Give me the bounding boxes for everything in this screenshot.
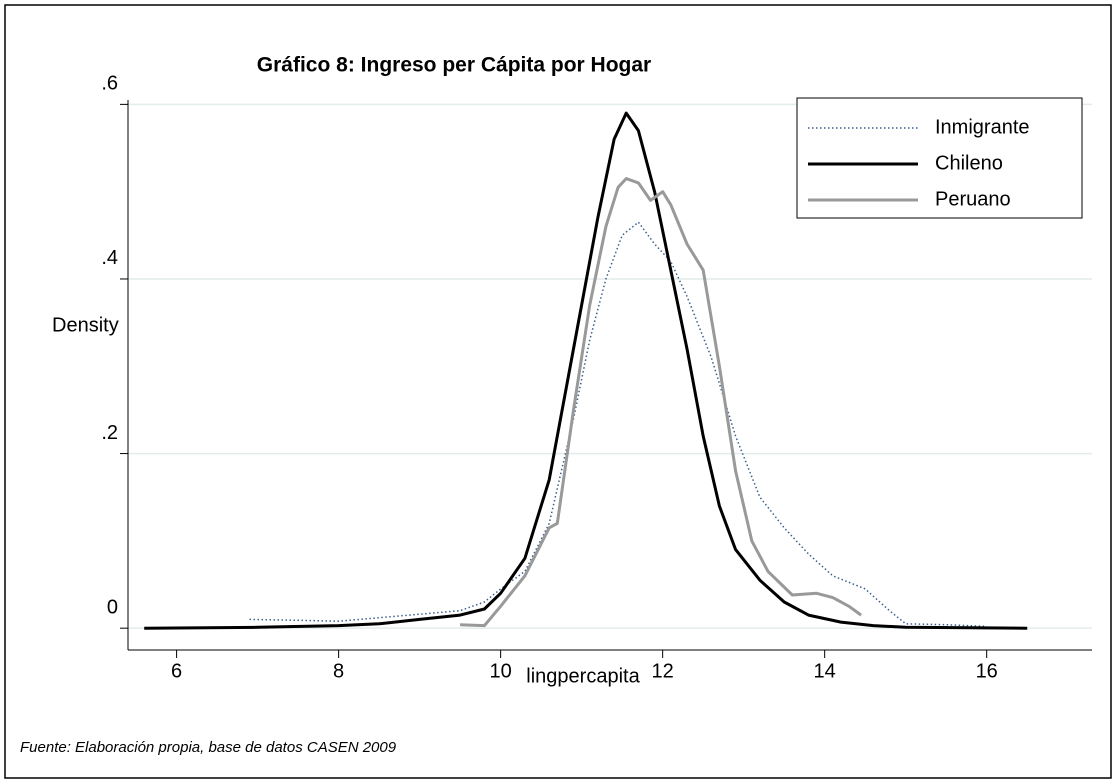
line-series — [144, 111, 1028, 630]
x-tick-label: 14 — [814, 660, 836, 682]
line-series — [460, 177, 862, 628]
y-tick-label: .6 — [101, 73, 118, 95]
x-axis-label: lingpercapita — [526, 665, 640, 687]
chart-title: Gráfico 8: Ingreso per Cápita por Hogar — [257, 54, 651, 77]
y-tick-label: .2 — [101, 422, 118, 444]
y-axis-label: Density — [52, 314, 119, 336]
y-tick-label: 0 — [107, 596, 118, 618]
x-tick-label: 16 — [976, 660, 998, 682]
legend-label: Peruano — [935, 188, 1011, 210]
legend-label: Inmigrante — [935, 116, 1030, 138]
legend-box — [796, 97, 1083, 219]
x-tick-label: 8 — [333, 660, 344, 682]
x-tick-label: 10 — [490, 660, 512, 682]
y-tick-label: .4 — [101, 247, 118, 269]
x-tick-label: 12 — [652, 660, 674, 682]
legend-label: Chileno — [935, 152, 1003, 174]
x-tick-label: 6 — [171, 660, 182, 682]
note: Fuente: Elaboración propia, base de dato… — [20, 739, 397, 756]
